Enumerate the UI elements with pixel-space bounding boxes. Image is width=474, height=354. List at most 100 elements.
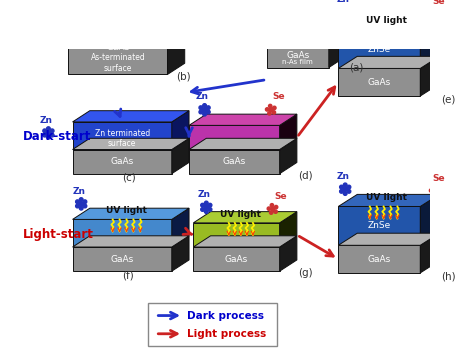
Circle shape [50, 129, 54, 133]
Text: Se: Se [432, 173, 445, 183]
Polygon shape [68, 38, 167, 74]
Circle shape [43, 133, 46, 137]
Polygon shape [73, 219, 172, 247]
Polygon shape [338, 194, 439, 206]
Polygon shape [280, 236, 297, 271]
Circle shape [270, 204, 273, 207]
Circle shape [267, 207, 271, 210]
Polygon shape [193, 223, 280, 247]
Circle shape [433, 189, 437, 193]
Polygon shape [267, 32, 346, 44]
Polygon shape [338, 17, 439, 30]
Polygon shape [189, 114, 297, 125]
Polygon shape [167, 27, 185, 74]
Text: Se: Se [274, 192, 287, 201]
Circle shape [83, 204, 87, 208]
Circle shape [347, 185, 351, 189]
Circle shape [269, 108, 273, 112]
Circle shape [46, 136, 50, 139]
Text: As-terminated
surface: As-terminated surface [91, 53, 145, 73]
Text: Se: Se [432, 0, 445, 6]
Circle shape [208, 203, 212, 207]
Polygon shape [280, 138, 297, 174]
Text: Zn: Zn [40, 116, 53, 125]
Circle shape [343, 15, 347, 18]
Circle shape [429, 189, 433, 192]
Polygon shape [338, 30, 420, 68]
Circle shape [268, 112, 271, 115]
Polygon shape [280, 212, 297, 247]
Circle shape [204, 201, 208, 205]
Polygon shape [189, 149, 280, 174]
Text: UV light: UV light [220, 210, 261, 219]
Text: Zn: Zn [73, 187, 86, 195]
Circle shape [83, 200, 87, 204]
Circle shape [343, 192, 347, 195]
Circle shape [432, 185, 436, 189]
Text: GaAs: GaAs [368, 78, 391, 87]
Circle shape [343, 183, 347, 187]
Circle shape [347, 189, 351, 193]
Circle shape [76, 204, 79, 208]
Circle shape [436, 192, 439, 195]
Circle shape [207, 110, 210, 114]
Polygon shape [172, 208, 189, 247]
Polygon shape [73, 111, 189, 122]
Polygon shape [193, 236, 297, 247]
Polygon shape [338, 245, 420, 273]
Circle shape [203, 112, 206, 116]
Text: Dark process: Dark process [187, 310, 264, 321]
Circle shape [199, 106, 203, 109]
Polygon shape [172, 111, 189, 149]
Text: n-As film: n-As film [283, 59, 313, 65]
Text: Zn: Zn [196, 92, 209, 102]
Circle shape [79, 202, 83, 206]
Polygon shape [420, 17, 439, 68]
Text: GaAs: GaAs [223, 157, 246, 166]
Text: Light process: Light process [187, 329, 266, 339]
Text: (d): (d) [299, 171, 313, 181]
Circle shape [76, 200, 79, 204]
Text: Zn: Zn [198, 190, 210, 199]
Polygon shape [267, 44, 329, 68]
FancyBboxPatch shape [147, 303, 277, 346]
Polygon shape [338, 68, 420, 96]
Polygon shape [73, 138, 189, 149]
Circle shape [199, 110, 203, 114]
Circle shape [203, 104, 206, 107]
Polygon shape [73, 208, 189, 219]
Circle shape [43, 129, 46, 133]
Circle shape [265, 108, 269, 111]
Polygon shape [73, 122, 172, 149]
Text: UV light: UV light [365, 193, 407, 201]
Polygon shape [193, 212, 297, 223]
Polygon shape [189, 138, 297, 149]
Polygon shape [172, 138, 189, 174]
Text: Se: Se [273, 92, 285, 102]
Text: GaAs: GaAs [225, 255, 248, 264]
Text: (b): (b) [176, 72, 191, 82]
Circle shape [340, 8, 343, 12]
Circle shape [429, 12, 433, 15]
Circle shape [269, 211, 273, 214]
Polygon shape [338, 233, 439, 245]
Polygon shape [73, 149, 172, 174]
Circle shape [343, 10, 347, 15]
Polygon shape [420, 56, 439, 96]
Circle shape [204, 205, 209, 210]
Circle shape [79, 206, 83, 210]
Text: Dark-start: Dark-start [23, 130, 91, 143]
Text: GaAs: GaAs [106, 43, 129, 52]
Circle shape [274, 210, 277, 213]
Polygon shape [420, 194, 439, 245]
Polygon shape [73, 247, 172, 271]
Text: ZnSe: ZnSe [368, 45, 391, 53]
Polygon shape [280, 114, 297, 149]
Circle shape [207, 106, 210, 109]
Circle shape [271, 207, 275, 211]
Polygon shape [189, 125, 280, 149]
Text: GaAs: GaAs [110, 255, 134, 264]
Circle shape [201, 203, 204, 207]
Circle shape [436, 15, 439, 18]
Circle shape [432, 16, 435, 19]
